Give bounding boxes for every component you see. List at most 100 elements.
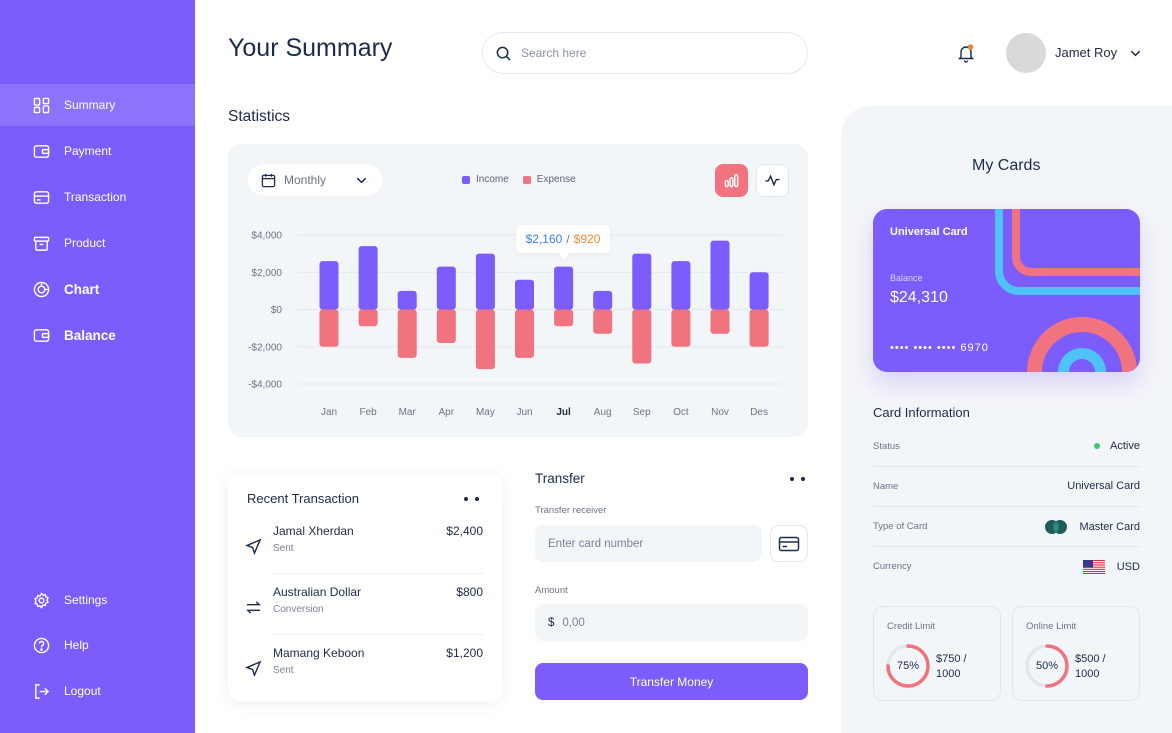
bar-income-apr[interactable] xyxy=(436,266,456,310)
more-options-button[interactable] xyxy=(464,497,479,501)
y-tick-label: -$2,000 xyxy=(248,342,282,353)
y-tick-label: $2,000 xyxy=(251,268,282,279)
limit-label: Online Limit xyxy=(1026,621,1077,632)
search-input[interactable] xyxy=(521,46,781,60)
bar-expense-jul[interactable] xyxy=(554,309,574,327)
transfer-money-button[interactable]: Transfer Money xyxy=(535,663,808,700)
bar-income-sep[interactable] xyxy=(632,253,652,310)
limit-used: $500 / xyxy=(1075,653,1106,665)
line-chart-icon xyxy=(765,174,780,187)
y-tick-label: -$4,000 xyxy=(248,380,282,391)
info-value: Active xyxy=(1094,440,1140,452)
exchange-icon xyxy=(246,601,261,614)
legend-expense: Expense xyxy=(522,174,576,185)
search-bar[interactable] xyxy=(482,32,808,74)
select-card-button[interactable] xyxy=(770,525,808,562)
info-value: Master Card xyxy=(1045,520,1140,534)
x-tick-label: Aug xyxy=(594,407,612,418)
transaction-name: Jamal Xherdan xyxy=(273,524,354,538)
legend-income-label: Income xyxy=(476,174,509,185)
sidebar-item-label: Logout xyxy=(64,684,101,698)
x-tick-label: Oct xyxy=(673,407,689,418)
bar-expense-jan[interactable] xyxy=(319,309,339,347)
bar-income-feb[interactable] xyxy=(358,246,378,310)
us-flag-icon xyxy=(1082,560,1105,574)
currency-value: USD xyxy=(1116,561,1140,573)
bar-income-jul[interactable] xyxy=(554,266,574,310)
bar-chart-toggle[interactable] xyxy=(715,164,748,197)
info-row-type: Type of Card Master Card xyxy=(873,507,1140,547)
type-value: Master Card xyxy=(1079,521,1140,533)
bar-expense-aug[interactable] xyxy=(593,309,613,334)
transaction-item[interactable]: Jamal Xherdan Sent $2,400 xyxy=(245,518,483,579)
tooltip-income: $2,160 xyxy=(525,232,563,246)
transfer-title: Transfer xyxy=(535,471,585,486)
bar-income-jun[interactable] xyxy=(515,279,534,310)
bar-expense-may[interactable] xyxy=(475,309,495,370)
x-tick-label: Jun xyxy=(516,407,532,418)
sidebar-item-balance[interactable]: Balance xyxy=(0,314,195,356)
credit-limit-ring xyxy=(886,644,930,688)
limit-used: $750 / xyxy=(936,653,967,665)
card-decoration xyxy=(995,209,1140,372)
bell-icon[interactable] xyxy=(957,43,975,63)
card-information-title: Card Information xyxy=(873,405,970,420)
card-number-input[interactable] xyxy=(535,525,762,562)
sidebar-item-label: Chart xyxy=(64,281,100,297)
credit-card-icon xyxy=(778,536,800,551)
transaction-type: Sent xyxy=(273,665,294,676)
sidebar-item-label: Summary xyxy=(64,98,116,112)
bar-expense-mar[interactable] xyxy=(397,309,417,358)
transaction-type: Conversion xyxy=(273,604,324,615)
bar-expense-feb[interactable] xyxy=(358,309,378,327)
amount-field[interactable]: $ xyxy=(535,604,808,641)
sidebar-item-summary[interactable]: Summary xyxy=(0,84,195,126)
user-name[interactable]: Jamet Roy xyxy=(1055,45,1118,60)
bar-expense-nov[interactable] xyxy=(710,309,730,334)
card-number-last: 6970 xyxy=(960,342,989,354)
period-dropdown[interactable]: Monthly xyxy=(248,164,382,196)
legend-expense-label: Expense xyxy=(536,174,576,185)
amount-input[interactable] xyxy=(562,616,763,629)
limit-amount: $500 / 1000 xyxy=(1075,652,1106,682)
sidebar-item-settings[interactable]: Settings xyxy=(0,579,195,621)
transaction-item[interactable]: Mamang Keboon Sent $1,200 xyxy=(245,640,483,701)
page-title: Your Summary xyxy=(228,34,393,62)
sidebar-item-payment[interactable]: Payment xyxy=(0,130,195,172)
credit-card[interactable]: Universal Card Balance $24,310 •••• ••••… xyxy=(873,209,1140,372)
sidebar-item-help[interactable]: Help xyxy=(0,624,195,666)
bar-income-nov[interactable] xyxy=(710,240,730,310)
transaction-name: Australian Dollar xyxy=(273,585,362,599)
sidebar: Summary Payment Transaction Product Char… xyxy=(0,0,195,733)
wallet-icon xyxy=(33,144,50,158)
bar-income-aug[interactable] xyxy=(593,290,613,310)
send-icon xyxy=(245,538,262,555)
bar-income-may[interactable] xyxy=(475,253,495,310)
info-key: Name xyxy=(873,481,899,492)
chevron-down-icon[interactable] xyxy=(1129,47,1142,60)
bar-expense-oct[interactable] xyxy=(671,309,691,347)
bar-expense-jun[interactable] xyxy=(515,309,534,358)
sidebar-item-transaction[interactable]: Transaction xyxy=(0,176,195,218)
bar-income-des[interactable] xyxy=(749,272,769,310)
sidebar-item-label: Settings xyxy=(64,593,108,607)
transaction-item[interactable]: Australian Dollar Conversion $800 xyxy=(245,579,483,640)
sidebar-item-chart[interactable]: Chart xyxy=(0,268,195,310)
avatar[interactable] xyxy=(1006,33,1046,73)
limit-ring-fill xyxy=(1025,644,1069,688)
y-tick-label: $0 xyxy=(271,305,283,316)
name-value: Universal Card xyxy=(1067,480,1140,492)
bar-expense-sep[interactable] xyxy=(632,309,652,364)
bar-income-jan[interactable] xyxy=(319,261,339,310)
line-chart-toggle[interactable] xyxy=(756,164,789,197)
x-tick-label: Jan xyxy=(321,407,337,418)
sidebar-item-logout[interactable]: Logout xyxy=(0,670,195,712)
divider xyxy=(273,634,483,635)
sidebar-item-product[interactable]: Product xyxy=(0,222,195,264)
bar-income-mar[interactable] xyxy=(397,290,417,310)
limit-amount: $750 / 1000 xyxy=(936,652,967,682)
more-options-button[interactable] xyxy=(790,477,805,481)
bar-income-oct[interactable] xyxy=(671,261,691,310)
bar-expense-apr[interactable] xyxy=(436,309,456,344)
bar-expense-des[interactable] xyxy=(749,309,769,347)
